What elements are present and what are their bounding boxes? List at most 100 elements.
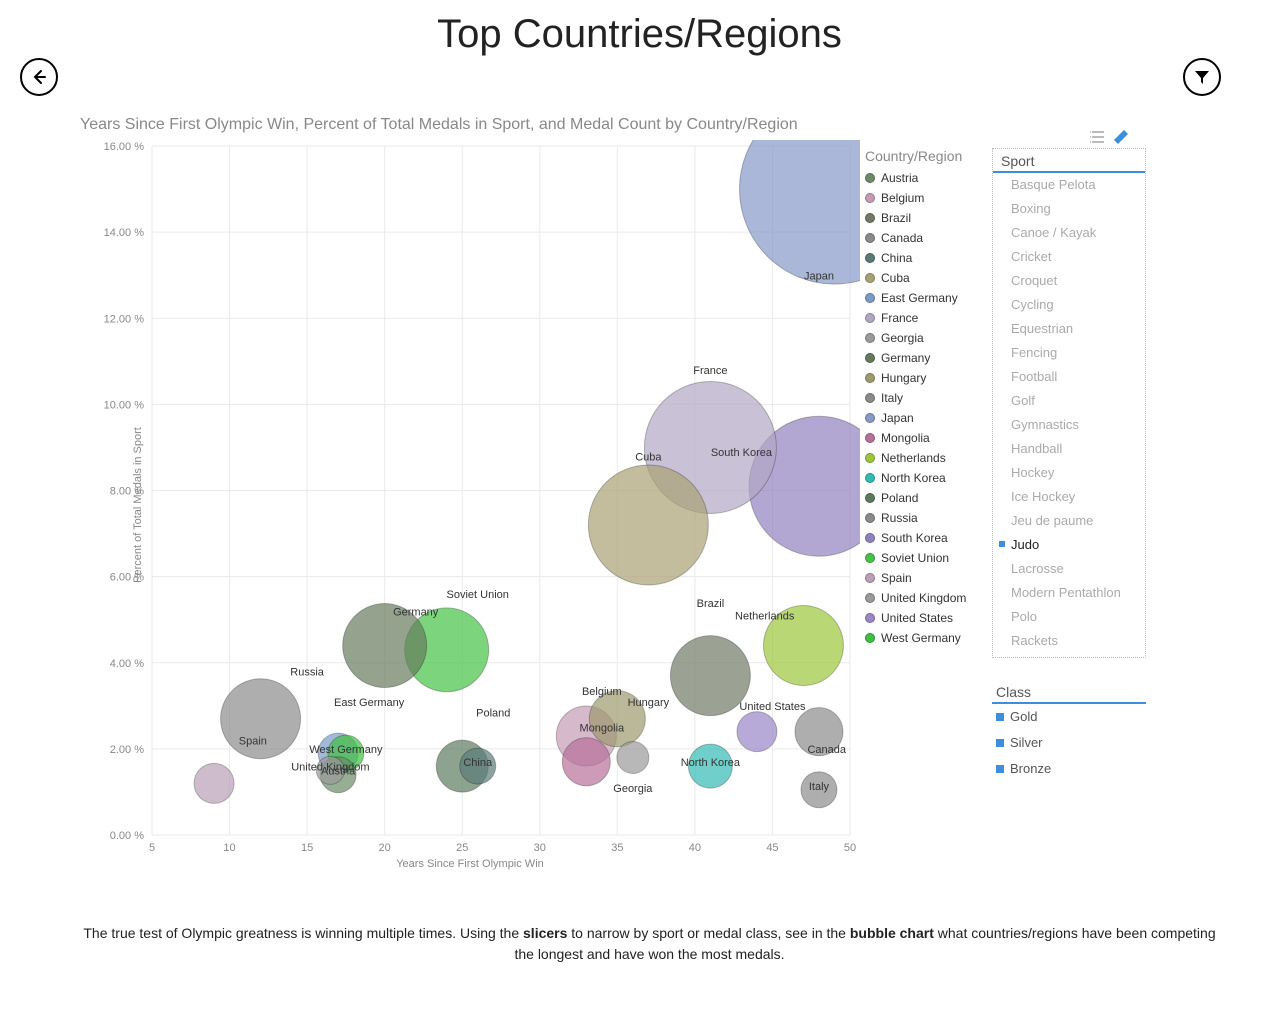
class-option[interactable]: Silver [992,730,1146,756]
legend-item[interactable]: Canada [865,228,983,248]
back-button[interactable] [20,58,58,96]
svg-text:25: 25 [456,842,468,854]
sport-option[interactable]: Cricket [993,245,1145,269]
sport-option[interactable]: Fencing [993,341,1145,365]
bubble-label: United States [739,701,806,713]
footer-caption: The true test of Olympic greatness is wi… [80,923,1219,965]
class-slicer[interactable]: Class Gold Silver Bronze [992,680,1146,782]
legend-item[interactable]: Japan [865,408,983,428]
sport-option[interactable]: Handball [993,437,1145,461]
legend-item[interactable]: South Korea [865,528,983,548]
sport-option[interactable]: Croquet [993,269,1145,293]
legend-item[interactable]: Russia [865,508,983,528]
legend-item[interactable]: Georgia [865,328,983,348]
legend-label: West Germany [881,628,961,648]
sport-option[interactable]: Lacrosse [993,557,1145,581]
legend-item[interactable]: United Kingdom [865,588,983,608]
sport-option[interactable]: Golf [993,389,1145,413]
class-label: Gold [1010,707,1037,727]
svg-text:40: 40 [689,842,701,854]
class-slicer-title: Class [992,680,1146,704]
bubble[interactable] [194,763,234,803]
svg-text:4.00 %: 4.00 % [110,658,144,670]
svg-text:35: 35 [611,842,623,854]
sport-option[interactable]: Basque Pelota [993,173,1145,197]
legend-swatch-icon [865,413,875,423]
class-option[interactable]: Bronze [992,756,1146,782]
legend-label: North Korea [881,468,946,488]
class-label: Silver [1010,733,1043,753]
clear-filter-icon[interactable] [1112,130,1128,149]
legend-label: United Kingdom [881,588,966,608]
sport-option[interactable]: Polo [993,605,1145,629]
sport-option[interactable]: Equestrian [993,317,1145,341]
bubble-label: Japan [804,270,834,282]
legend-label: Hungary [881,368,926,388]
bubble[interactable] [739,140,860,284]
legend-item[interactable]: Spain [865,568,983,588]
bubble-label: Canada [807,744,846,756]
class-option[interactable]: Gold [992,704,1146,730]
legend-swatch-icon [865,233,875,243]
legend-item[interactable]: Netherlands [865,448,983,468]
legend-item[interactable]: Germany [865,348,983,368]
legend-swatch-icon [865,313,875,323]
legend-swatch-icon [865,453,875,463]
legend-item[interactable]: North Korea [865,468,983,488]
sport-option[interactable]: Jeu de paume [993,509,1145,533]
legend-label: Canada [881,228,923,248]
filter-button[interactable] [1183,58,1221,96]
bubble[interactable] [617,741,649,773]
legend-item[interactable]: China [865,248,983,268]
legend-item[interactable]: Italy [865,388,983,408]
legend-item[interactable]: Austria [865,168,983,188]
legend-swatch-icon [865,613,875,623]
sport-option[interactable]: Boxing [993,197,1145,221]
bubble-label: South Korea [711,447,773,459]
svg-text:45: 45 [766,842,778,854]
svg-text:20: 20 [379,842,391,854]
sport-option[interactable]: Judo [993,533,1145,557]
arrow-left-icon [29,67,49,87]
chart-canvas: 51015202530354045500.00 %2.00 %4.00 %6.0… [80,140,860,870]
svg-text:10.00 %: 10.00 % [104,399,145,411]
legend-swatch-icon [865,333,875,343]
sport-option[interactable]: Canoe / Kayak [993,221,1145,245]
sport-option[interactable]: Ice Hockey [993,485,1145,509]
legend-item[interactable]: United States [865,608,983,628]
legend-item[interactable]: Soviet Union [865,548,983,568]
sport-option[interactable]: Football [993,365,1145,389]
svg-text:5: 5 [149,842,155,854]
legend-item[interactable]: Hungary [865,368,983,388]
bubble[interactable] [670,636,750,716]
bubble-label: Italy [809,781,830,793]
legend-item[interactable]: West Germany [865,628,983,648]
sport-option[interactable]: Hockey [993,461,1145,485]
legend-item[interactable]: France [865,308,983,328]
legend-item[interactable]: Belgium [865,188,983,208]
legend-item[interactable]: Mongolia [865,428,983,448]
list-mode-icon[interactable] [1090,130,1106,149]
class-label: Bronze [1010,759,1051,779]
sport-slicer[interactable]: Sport Basque PelotaBoxingCanoe / KayakCr… [992,148,1146,658]
legend-item[interactable]: Cuba [865,268,983,288]
legend-label: Belgium [881,188,924,208]
legend-label: Italy [881,388,903,408]
bubble[interactable] [737,712,777,752]
bubble-chart[interactable]: Percent of Total Medals in Sport 5101520… [80,140,860,870]
legend-item[interactable]: East Germany [865,288,983,308]
sport-option[interactable]: Rackets [993,629,1145,653]
sport-option[interactable]: Modern Pentathlon [993,581,1145,605]
legend-swatch-icon [865,533,875,543]
sport-option[interactable]: Cycling [993,293,1145,317]
class-marker-icon [996,765,1004,773]
bubble-label: Netherlands [735,611,795,623]
bubble[interactable] [562,738,610,786]
legend-label: Russia [881,508,918,528]
bubble-label: Brazil [697,598,725,610]
bubble[interactable] [588,465,708,585]
legend-item[interactable]: Brazil [865,208,983,228]
legend-item[interactable]: Poland [865,488,983,508]
legend-swatch-icon [865,553,875,563]
sport-option[interactable]: Gymnastics [993,413,1145,437]
